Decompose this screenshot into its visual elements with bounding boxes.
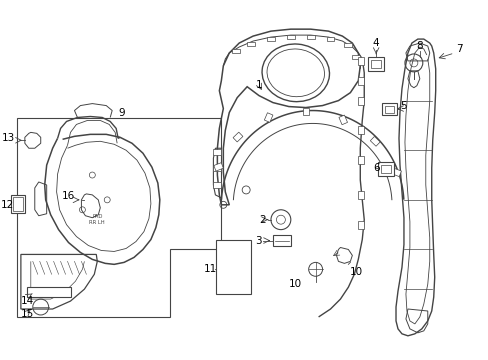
Bar: [213, 149, 221, 155]
Text: 6: 6: [372, 163, 379, 173]
Bar: [358, 191, 364, 199]
Bar: [27, 287, 71, 297]
Text: 4: 4: [372, 38, 379, 48]
Text: 16: 16: [62, 191, 75, 201]
Bar: [232, 49, 240, 53]
Bar: [381, 103, 396, 116]
Bar: [338, 115, 347, 125]
Text: 8: 8: [416, 41, 422, 51]
Bar: [358, 57, 364, 65]
Text: 10: 10: [288, 279, 302, 289]
Bar: [306, 35, 314, 39]
Bar: [216, 239, 251, 294]
Bar: [246, 42, 255, 46]
Text: 15: 15: [21, 309, 34, 319]
Bar: [213, 182, 221, 188]
Text: 2: 2: [259, 215, 266, 225]
Bar: [302, 108, 308, 116]
Bar: [264, 113, 272, 122]
Text: PAD
RR LH: PAD RR LH: [89, 214, 105, 225]
Bar: [385, 105, 393, 113]
Bar: [11, 195, 25, 213]
Bar: [286, 35, 294, 39]
Text: 11: 11: [203, 264, 217, 274]
Text: 3: 3: [254, 235, 261, 246]
Bar: [326, 37, 334, 41]
Bar: [233, 132, 243, 142]
Bar: [358, 77, 364, 85]
Bar: [358, 126, 364, 134]
Text: 13: 13: [1, 133, 15, 143]
Bar: [213, 163, 223, 171]
Bar: [344, 43, 352, 47]
Bar: [358, 96, 364, 104]
Bar: [370, 60, 380, 68]
Bar: [391, 168, 401, 177]
Text: 14: 14: [21, 296, 34, 306]
Text: 5: 5: [400, 100, 407, 111]
Bar: [13, 197, 23, 211]
Bar: [213, 165, 221, 171]
Bar: [272, 235, 290, 247]
Text: 1: 1: [255, 80, 262, 90]
Bar: [367, 57, 383, 71]
Bar: [352, 55, 360, 59]
Bar: [369, 136, 379, 146]
Text: 12: 12: [0, 200, 14, 210]
Text: 10: 10: [349, 267, 362, 277]
Bar: [358, 221, 364, 229]
Bar: [266, 37, 274, 41]
Bar: [380, 165, 390, 173]
Bar: [377, 162, 393, 176]
Text: 9: 9: [119, 108, 125, 117]
Text: 7: 7: [455, 44, 462, 54]
Bar: [358, 156, 364, 164]
